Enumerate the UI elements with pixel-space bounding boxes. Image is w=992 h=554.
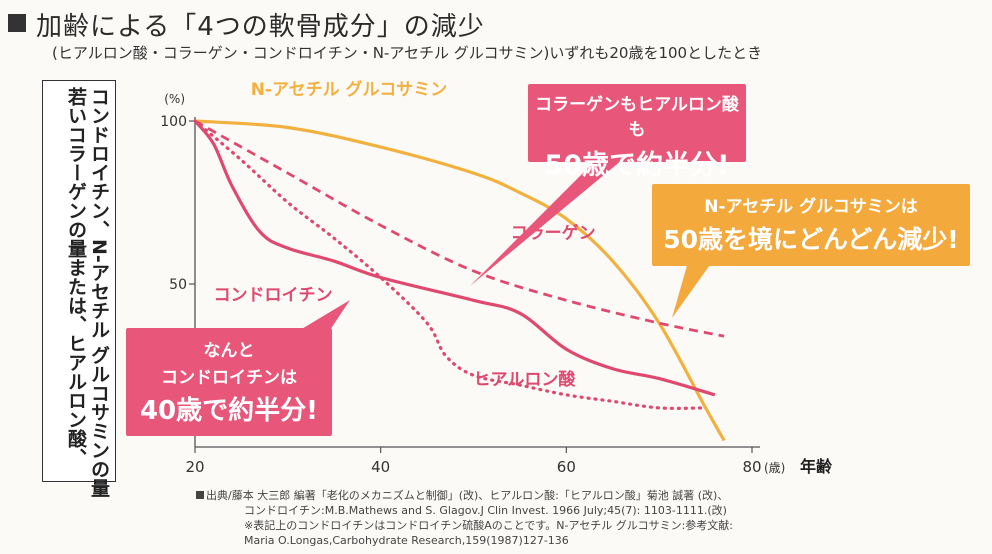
chart-title: 加齢による「4つの軟骨成分」の減少 [36, 12, 485, 42]
x-axis-label: 年齢 [800, 457, 833, 476]
source-line1: 出典/藤本 大三郎 編著「老化のメカニズムと制御」(改)、ヒアルロン酸:「ヒアル… [206, 489, 729, 502]
callout-collagen: コラーゲンもヒアルロン酸も 50歳で約半分! [528, 84, 746, 181]
callout-chondroitin-line1: なんと [203, 341, 255, 361]
series-line [194, 119, 725, 338]
chart-subtitle: (ヒアルロン酸・コラーゲン・コンドロイチン・N-アセチル グルコサミン)いずれも… [52, 44, 763, 62]
source-marker [196, 491, 204, 499]
callout-glucosamine: N-アセチル グルコサミンは 50歳を境にどんどん減少! [652, 184, 970, 266]
callout-collagen-line1: コラーゲンもヒアルロン酸も [535, 95, 739, 140]
source-note: 出典/藤本 大三郎 編著「老化のメカニズムと制御」(改)、ヒアルロン酸:「ヒアル… [196, 488, 733, 548]
callout-collagen-line2: 50歳で約半分! [544, 150, 730, 181]
callout-glucosamine-line1: N-アセチル グルコサミンは [704, 197, 918, 217]
y-axis-label-box: 若いコラーゲンの量または、ヒアルロン酸、 コンドロイチン、N-アセチル グルコサ… [42, 80, 116, 497]
x-unit-label: (歳) [764, 461, 785, 475]
x-tick-label: 60 [557, 458, 576, 476]
source-line4: Maria O.Longas,Carbohydrate Research,159… [244, 534, 569, 547]
callout-chondroitin: なんと コンドロイチンは 40歳で約半分! [126, 328, 332, 436]
source-line2: コンドロイチン:M.B.Mathews and S. Glagov.J Clin… [244, 504, 727, 517]
callout-collagen-pointer [470, 160, 622, 286]
callout-chondroitin-pointer [300, 300, 350, 330]
callout-glucosamine-line2: 50歳を境にどんどん減少! [663, 225, 959, 254]
series-line [193, 119, 716, 397]
x-tick-label: 80 [742, 458, 761, 476]
x-tick-label: 40 [371, 458, 390, 476]
y-tick-label: 100 [160, 114, 187, 130]
y-tick-label: 50 [169, 277, 187, 293]
y-axis-label-line1: 若いコラーゲンの量または、ヒアルロン酸、 [65, 87, 87, 467]
callout-glucosamine-pointer [672, 262, 712, 318]
x-tick-label: 20 [185, 458, 204, 476]
callout-chondroitin-line3: 40歳で約半分! [139, 396, 319, 426]
series-label: ヒアルロン酸 [474, 369, 577, 390]
series-line [194, 119, 726, 442]
y-unit-label: (%) [164, 92, 185, 106]
series-label: N-アセチル グルコサミン [251, 79, 448, 100]
source-line3: ※表記上のコンドロイチンはコンドロイチン硫酸Aのことです。N-アセチル グルコサ… [244, 519, 733, 532]
callout-chondroitin-line2: コンドロイチンは [161, 368, 297, 388]
title-marker [8, 14, 26, 32]
y-axis-label-line2: コンドロイチン、N-アセチル グルコサミンの量 [88, 87, 110, 498]
series-label: コンドロイチン [214, 285, 333, 305]
